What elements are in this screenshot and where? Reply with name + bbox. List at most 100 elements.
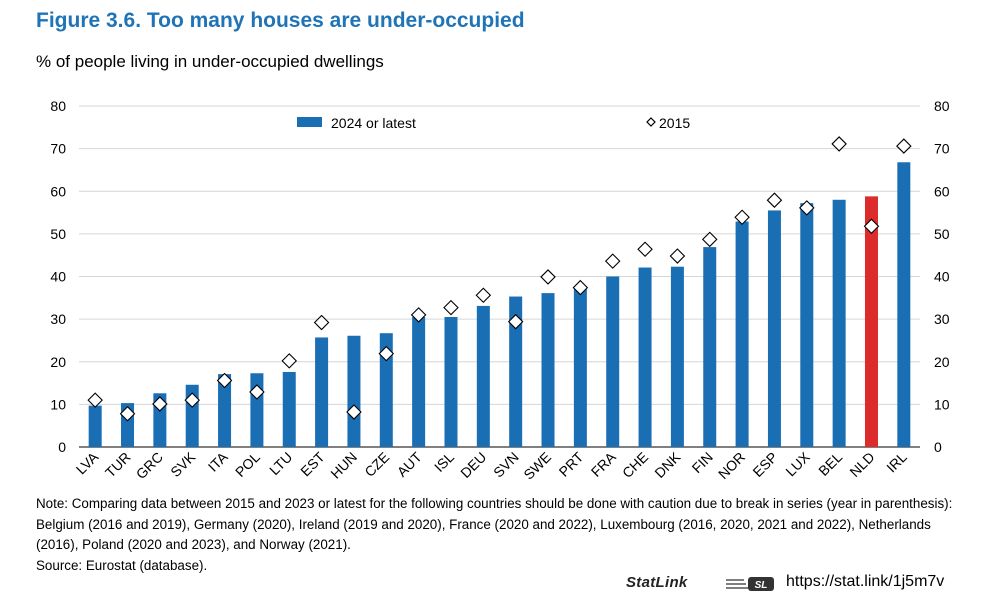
marker-2015-hun: [346, 404, 362, 420]
y-tick-label-left: 60: [50, 183, 66, 199]
marker-2015-lva: [87, 392, 103, 408]
bar-dnk: [670, 266, 684, 447]
y-tick-label-right: 60: [934, 183, 950, 199]
bar-bel: [832, 199, 846, 447]
x-tick-label-grc: GRC: [133, 449, 166, 482]
gridlines: [79, 105, 920, 405]
x-tick-label-irl: IRL: [883, 449, 910, 476]
marker-2015-esp: [766, 192, 783, 208]
marker-2015-pol: [249, 384, 265, 400]
x-tick-label-ita: ITA: [205, 448, 231, 474]
x-tick-label-fra: FRA: [588, 448, 620, 480]
y-tick-label-right: 20: [934, 354, 950, 370]
marker-2015-svk: [184, 392, 200, 408]
x-tick-label-nor: NOR: [715, 449, 748, 482]
x-tick-label-svn: SVN: [490, 449, 522, 481]
marker-2015-deu: [475, 287, 492, 304]
x-tick-label-svk: SVK: [167, 448, 199, 480]
legend-diamond-label: 2015: [659, 115, 690, 131]
bar-esp: [767, 210, 781, 447]
x-tick-label-esp: ESP: [749, 449, 780, 480]
x-tick-label-nld: NLD: [846, 449, 877, 480]
marker-2015-fin: [701, 231, 718, 248]
markers-2015: [87, 136, 912, 422]
bar-ita: [218, 374, 232, 447]
statlink-label: StatLink: [626, 574, 688, 591]
marker-2015-dnk: [669, 248, 686, 264]
bar-ltu: [282, 371, 296, 447]
figure-title: Figure 3.6. Too many houses are under-oc…: [36, 9, 525, 32]
y-tick-label-left: 10: [50, 396, 66, 412]
marker-2015-nor: [734, 209, 750, 226]
marker-2015-ltu: [281, 353, 298, 369]
x-tick-label-lux: LUX: [782, 448, 813, 479]
bars-2024: [88, 162, 911, 447]
bar-hun: [347, 335, 361, 447]
y-tick-label-left: 0: [58, 439, 66, 455]
chart-subtitle: % of people living in under-occupied dwe…: [36, 52, 384, 71]
marker-2015-est: [313, 314, 330, 331]
marker-2015-fra: [604, 253, 621, 269]
bar-isl: [444, 316, 458, 447]
x-tick-label-tur: TUR: [102, 449, 134, 481]
marker-2015-tur: [119, 405, 136, 422]
bar-lux: [800, 203, 814, 447]
bar-lva: [88, 405, 102, 447]
x-tick-label-swe: SWE: [520, 449, 554, 483]
bar-fra: [606, 276, 620, 447]
bar-aut: [412, 316, 426, 447]
y-tick-label-right: 80: [934, 98, 950, 114]
bar-chart: 0 0 10 10 20 20 30 30 40 40 50 50 60 60 70 70 80 80 LVA TU…: [50, 98, 950, 483]
legend-bar-swatch: [297, 117, 322, 127]
y-tick-label-left: 70: [50, 141, 66, 157]
marker-2015-nld: [863, 218, 880, 234]
bar-est: [315, 337, 329, 447]
statlink-logo-icon: SL: [726, 577, 774, 591]
marker-2015-swe: [540, 269, 556, 285]
marker-2015-svn: [507, 313, 524, 330]
x-tick-label-isl: ISL: [431, 449, 457, 475]
bar-fin: [703, 247, 717, 447]
legend-bar-label: 2024 or latest: [331, 115, 416, 131]
x-tick-label-prt: PRT: [556, 448, 587, 479]
marker-2015-prt: [572, 279, 589, 296]
bar-prt: [573, 288, 587, 447]
x-tick-label-dnk: DNK: [651, 448, 684, 481]
x-tick-label-lva: LVA: [73, 448, 102, 477]
source-text: Source: Eurostat (database).: [36, 557, 208, 573]
marker-2015-cze: [378, 345, 395, 362]
x-tick-label-ltu: LTU: [266, 449, 295, 478]
x-tick-label-est: EST: [297, 448, 328, 479]
x-tick-label-bel: BEL: [815, 449, 845, 479]
statlink-url-link[interactable]: https://stat.link/1j5m7v: [786, 573, 945, 590]
y-tick-label-left: 20: [50, 354, 66, 370]
x-tick-label-fin: FIN: [689, 449, 716, 476]
bar-svn: [509, 296, 523, 447]
marker-2015-che: [637, 241, 653, 257]
legend: 2024 or latest 2015: [297, 115, 690, 131]
x-tick-label-aut: AUT: [394, 448, 425, 479]
marker-2015-aut: [410, 307, 427, 323]
marker-2015-irl: [896, 138, 912, 154]
note-text: Note: Comparing data between 2015 and 20…: [36, 496, 953, 552]
y-tick-label-left: 40: [50, 269, 66, 285]
chart-note: Note: Comparing data between 2015 and 20…: [36, 494, 970, 576]
y-tick-label-right: 40: [934, 269, 950, 285]
x-tick-label-che: CHE: [619, 449, 651, 481]
marker-2015-lux: [799, 200, 815, 216]
bar-nor: [735, 221, 749, 447]
marker-2015-grc: [152, 396, 168, 412]
y-tick-label-right: 10: [934, 396, 950, 412]
bar-che: [638, 267, 652, 447]
bar-cze: [379, 333, 393, 447]
marker-2015-ita: [216, 372, 233, 389]
bar-deu: [476, 305, 490, 447]
x-tick-labels: LVA TUR GRC SVK ITA POL LTU EST HUN CZE AUT ISL DEU S…: [73, 448, 910, 482]
legend-diamond-swatch: [646, 117, 656, 127]
y-tick-label-right: 50: [934, 226, 950, 242]
marker-2015-isl: [443, 299, 459, 316]
marker-2015-bel: [831, 136, 847, 152]
bar-swe: [541, 293, 555, 447]
x-tick-label-hun: HUN: [327, 449, 360, 482]
x-tick-label-cze: CZE: [361, 449, 392, 480]
